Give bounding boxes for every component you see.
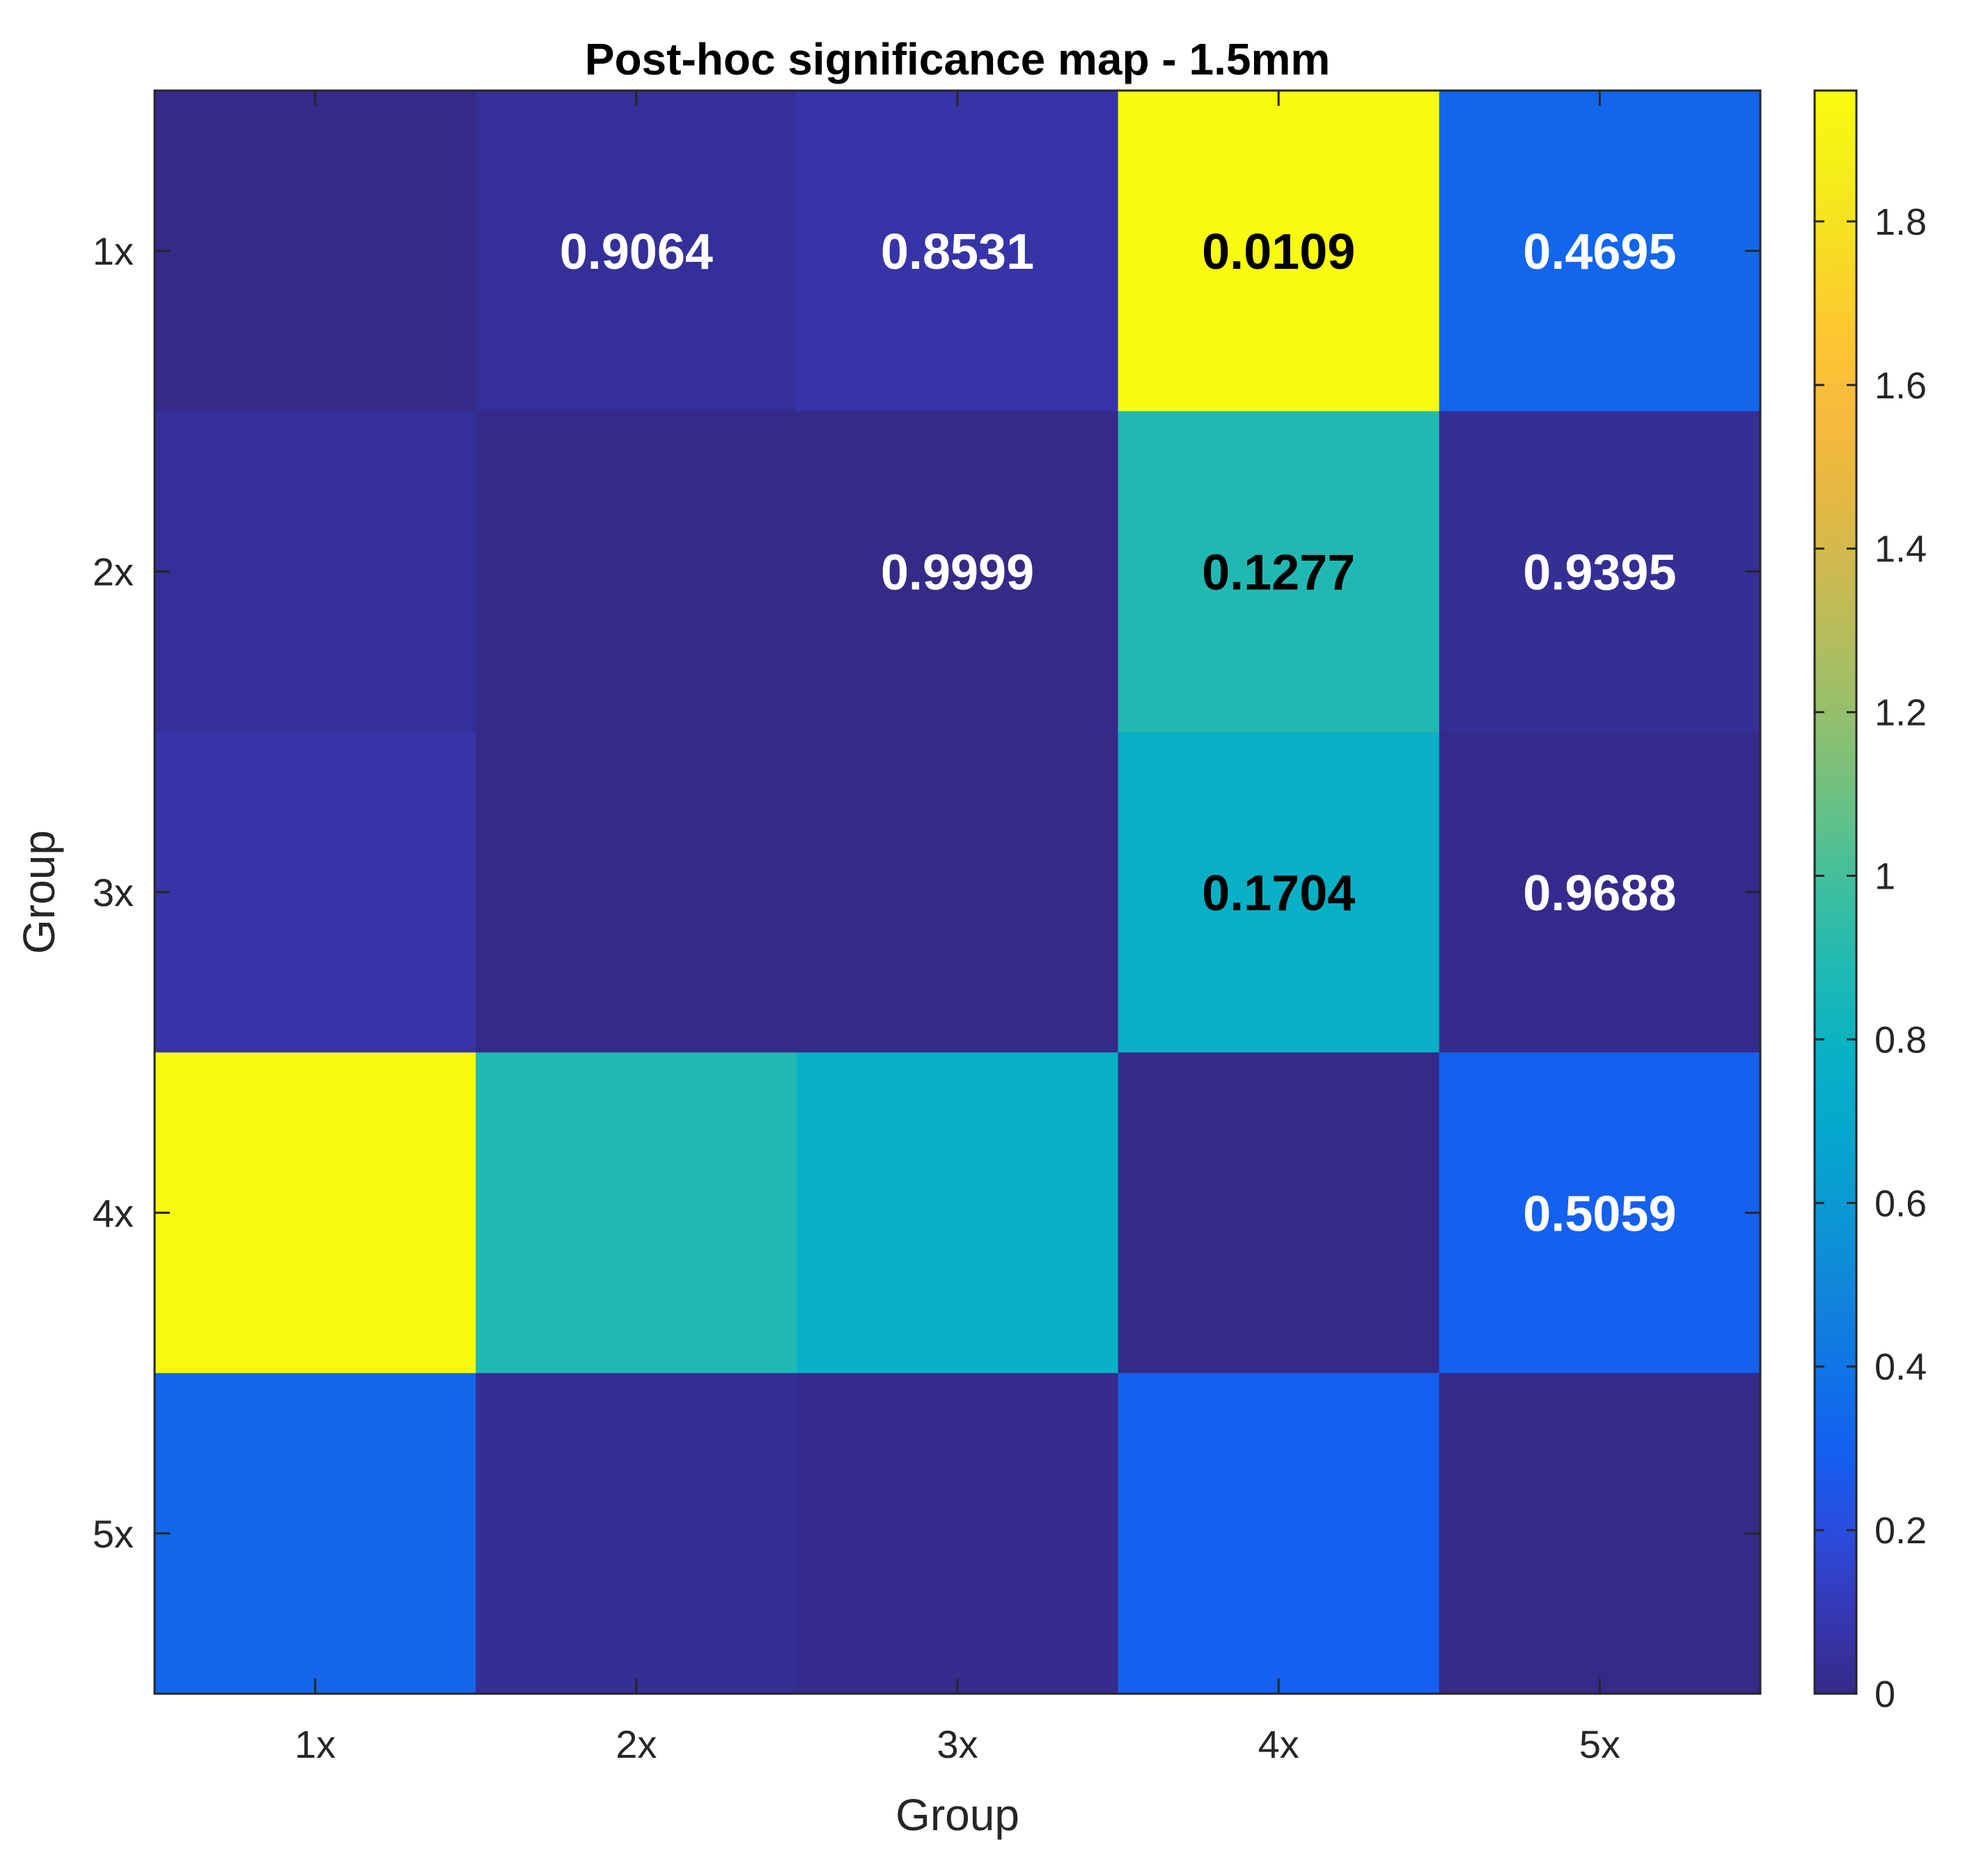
heatmap-cell-r5-c5 <box>1439 1373 1761 1694</box>
heatmap-cell-r5-c3 <box>797 1373 1119 1694</box>
heatmap-cell-r4-c3 <box>797 1052 1119 1374</box>
heatmap-cell-r1-c4 <box>1118 91 1440 412</box>
heatmap-cell-r3-c5 <box>1439 731 1761 1053</box>
colorbar-tick-label-5: 0.8 <box>1874 1019 1927 1061</box>
heatmap-cell-r2-c5 <box>1439 411 1761 733</box>
colorbar-tick-label-3: 0.4 <box>1874 1346 1927 1388</box>
y-tick-label-3x: 3x <box>93 871 134 914</box>
y-tick-label-1x: 1x <box>93 229 134 273</box>
heatmap-cell-r4-c5 <box>1439 1052 1761 1374</box>
y-axis-label: Group <box>14 830 64 954</box>
heatmap-cell-r4-c2 <box>476 1052 797 1374</box>
heatmap-cell-r5-c2 <box>476 1373 797 1694</box>
colorbar-ticks: 0 0.2 0.4 0.6 0.8 1 1.2 1.4 1.6 1.8 <box>1815 201 1927 1715</box>
y-tick-labels: 1x 2x 3x 4x 5x <box>93 229 134 1556</box>
y-tick-label-5x: 5x <box>93 1512 134 1556</box>
colorbar-tick-label-2: 0.2 <box>1874 1510 1927 1552</box>
cell-value-label-r3-c5: 0.9688 <box>1523 866 1676 921</box>
heatmap-cell-r2-c1 <box>155 411 476 733</box>
axis-ticks <box>155 91 1760 1694</box>
cell-value-label-r4-c5: 0.5059 <box>1523 1186 1676 1242</box>
y-tick-label-4x: 4x <box>93 1191 134 1235</box>
x-tick-label-1x: 1x <box>295 1722 336 1766</box>
colorbar <box>1813 89 1858 1695</box>
colorbar-tick-label-4: 0.6 <box>1874 1183 1927 1224</box>
x-axis-label: Group <box>895 1790 1019 1840</box>
heatmap-cell-r4-c1 <box>155 1052 476 1374</box>
heatmap-cell-r3-c1 <box>155 731 476 1053</box>
heatmap-cell-labels: 0.9064 0.8531 0.0109 0.4695 0.9999 0.1277 0.93… <box>560 224 1677 1242</box>
cell-value-label-r2-c3: 0.9999 <box>881 545 1034 601</box>
cell-value-label-r2-c5: 0.9395 <box>1523 545 1676 601</box>
heatmap-cell-r3-c3 <box>797 731 1119 1053</box>
heatmap-cell-r5-c1 <box>155 1373 476 1694</box>
x-tick-label-3x: 3x <box>937 1722 978 1766</box>
cell-value-label-r1-c4: 0.0109 <box>1202 224 1355 280</box>
cell-value-label-r1-c2: 0.9064 <box>560 224 713 280</box>
cell-value-label-r1-c5: 0.4695 <box>1523 224 1676 280</box>
heatmap-cell-r4-c4 <box>1118 1052 1440 1374</box>
heatmap-cell-r2-c3 <box>797 411 1119 733</box>
colorbar-tick-label-1: 0 <box>1874 1674 1895 1715</box>
x-tick-label-4x: 4x <box>1258 1722 1299 1766</box>
chart-title: Post-hoc significance map - 1.5mm <box>585 34 1331 84</box>
x-tick-label-5x: 5x <box>1579 1722 1620 1766</box>
heatmap-cell-r3-c2 <box>476 731 797 1053</box>
colorbar-tick-label-6: 1 <box>1874 856 1895 898</box>
colorbar-tick-label-9: 1.6 <box>1874 365 1927 407</box>
colorbar-tick-label-10: 1.8 <box>1874 201 1927 243</box>
heatmap-cell-r1-c2 <box>476 91 797 412</box>
heatmap-cell-r2-c2 <box>476 411 797 733</box>
heatmap-cell-r5-c4 <box>1118 1373 1440 1694</box>
heatmap-cell-r1-c5 <box>1439 91 1761 412</box>
heatmap-cell-r1-c3 <box>797 91 1119 412</box>
heatmap-cell-r1-c1 <box>155 91 476 412</box>
cell-value-label-r2-c4: 0.1277 <box>1202 545 1355 601</box>
heatmap-cells <box>155 91 1761 1694</box>
heatmap-cell-r3-c4 <box>1118 731 1440 1053</box>
heatmap-cell-r2-c4 <box>1118 411 1440 733</box>
x-tick-labels: 1x 2x 3x 4x 5x <box>295 1722 1620 1766</box>
y-tick-label-2x: 2x <box>93 550 134 594</box>
x-tick-label-2x: 2x <box>616 1722 657 1766</box>
cell-value-label-r1-c3: 0.8531 <box>881 224 1034 280</box>
colorbar-tick-label-8: 1.4 <box>1874 529 1927 570</box>
colorbar-tick-label-7: 1.2 <box>1874 692 1927 734</box>
cell-value-label-r3-c4: 0.1704 <box>1202 866 1355 921</box>
